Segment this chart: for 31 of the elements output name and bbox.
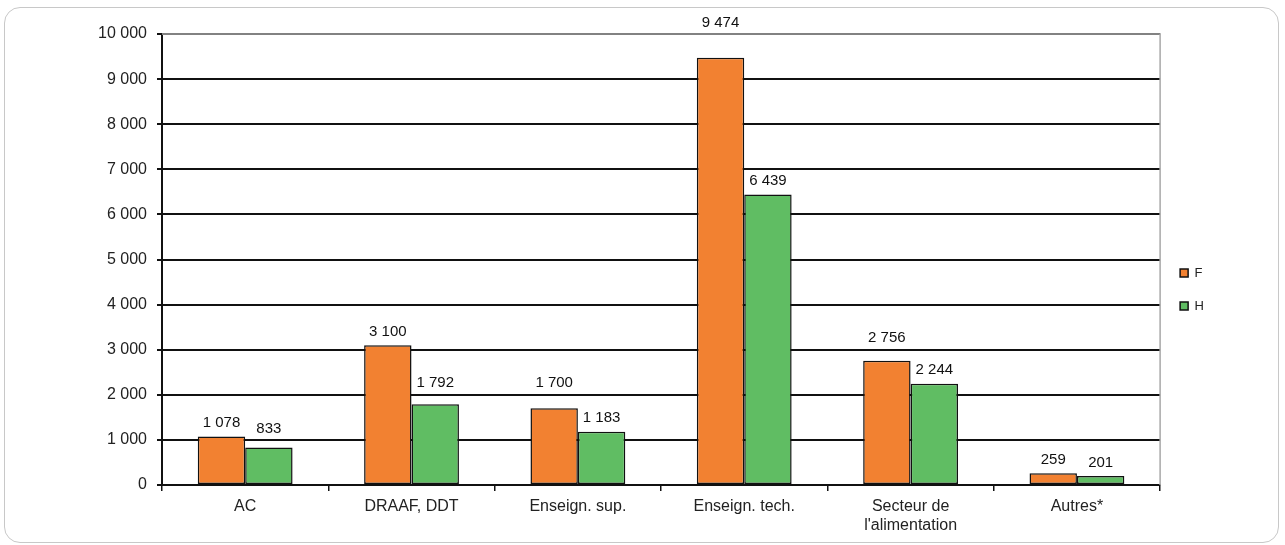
y-tick-label: 1 000 [106,430,148,448]
y-tick-label: 8 000 [106,114,148,132]
y-tick-label: 6 000 [106,204,148,222]
x-tick-label: Enseign. tech. [693,497,795,515]
y-tick-label: 10 000 [98,24,148,42]
data-label: 201 [1088,452,1114,470]
data-label: 1 700 [535,373,573,391]
data-label: 6 439 [749,171,787,189]
y-tick-label: 4 000 [106,295,148,313]
data-label: 1 792 [416,373,455,391]
y-tick-label: 3 000 [106,340,148,358]
data-label: 259 [1040,449,1066,467]
data-label: 2 244 [915,360,954,378]
legend-label: F [1194,264,1203,280]
x-tick-label: AC [234,497,257,515]
legend-label: H [1194,297,1204,313]
x-tick-label: Secteur de l'alimentation [864,497,958,534]
y-tick-label: 0 [138,475,148,493]
data-label: 2 756 [868,328,906,346]
x-tick-label: Enseign. sup. [529,497,627,515]
data-label: 1 078 [202,413,241,431]
x-tick-label: DRAAF, DDT [364,497,459,515]
y-tick-label: 5 000 [106,249,148,267]
y-tick-label: 9 000 [106,69,148,87]
y-tick-label: 7 000 [106,159,148,177]
data-label: 1 183 [582,408,621,426]
data-label: 3 100 [369,321,407,339]
x-tick-label: Autres* [1050,497,1104,515]
y-tick-label: 2 000 [106,385,148,403]
data-label: 833 [256,418,282,436]
data-label: 9 474 [701,12,740,30]
